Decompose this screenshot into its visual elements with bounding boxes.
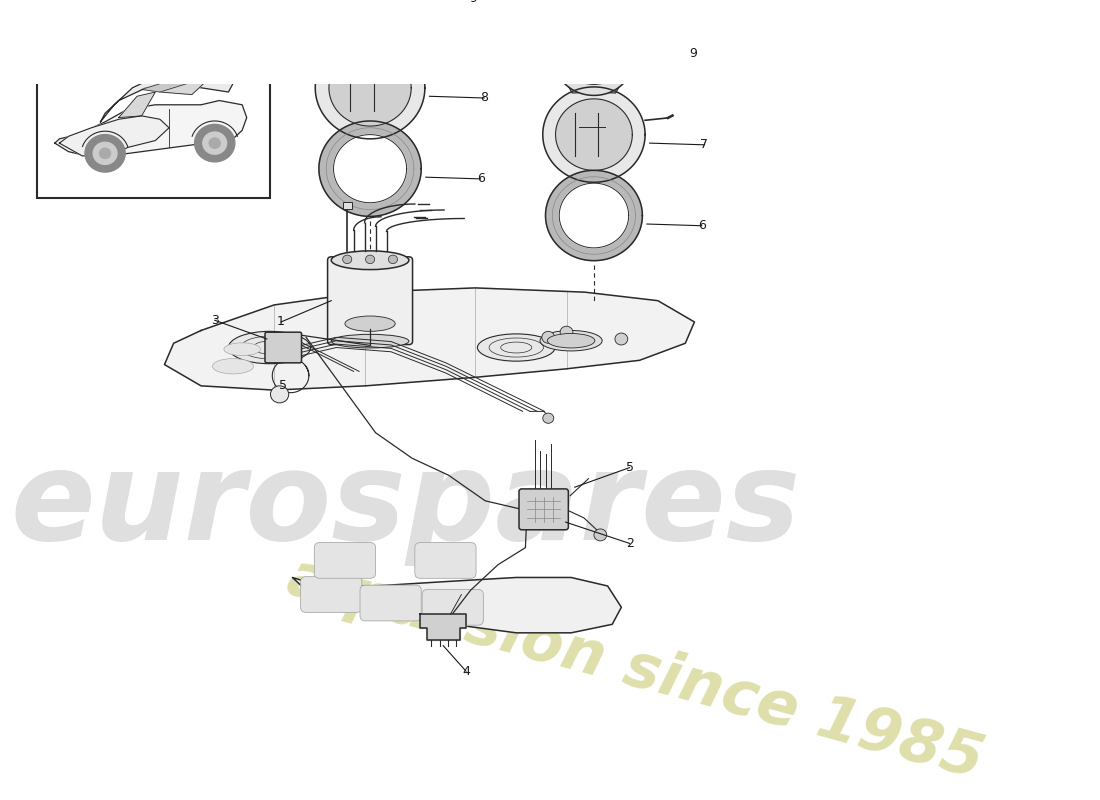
Polygon shape <box>142 81 187 92</box>
Text: 7: 7 <box>701 138 708 151</box>
Ellipse shape <box>345 316 395 331</box>
Text: 1: 1 <box>277 315 285 329</box>
Bar <box>36 58 270 198</box>
Polygon shape <box>329 50 411 126</box>
FancyBboxPatch shape <box>265 332 301 363</box>
Text: 4: 4 <box>462 665 470 678</box>
Circle shape <box>388 255 397 264</box>
Text: 3: 3 <box>211 314 219 326</box>
Polygon shape <box>333 134 407 202</box>
FancyBboxPatch shape <box>422 590 483 625</box>
FancyBboxPatch shape <box>360 585 421 621</box>
Polygon shape <box>542 87 645 182</box>
FancyBboxPatch shape <box>415 542 476 578</box>
Circle shape <box>542 413 553 423</box>
Circle shape <box>94 142 117 165</box>
Text: 2: 2 <box>626 537 634 550</box>
Polygon shape <box>119 92 155 118</box>
Text: 9: 9 <box>690 47 697 60</box>
Circle shape <box>343 255 352 264</box>
Polygon shape <box>319 121 421 216</box>
Text: 5: 5 <box>279 379 287 392</box>
Text: 6: 6 <box>476 172 485 186</box>
Ellipse shape <box>338 313 402 334</box>
Polygon shape <box>327 0 414 52</box>
Text: a passion since 1985: a passion since 1985 <box>282 548 990 791</box>
Polygon shape <box>546 170 642 261</box>
Circle shape <box>85 134 125 172</box>
FancyBboxPatch shape <box>328 257 412 345</box>
Circle shape <box>209 138 220 148</box>
Ellipse shape <box>548 334 595 348</box>
FancyBboxPatch shape <box>300 577 362 612</box>
Polygon shape <box>100 70 233 122</box>
Ellipse shape <box>331 251 409 270</box>
Polygon shape <box>553 21 634 95</box>
Ellipse shape <box>229 331 310 364</box>
Ellipse shape <box>331 334 409 348</box>
Circle shape <box>560 326 573 338</box>
Text: 9: 9 <box>470 0 477 5</box>
Circle shape <box>202 132 227 154</box>
Circle shape <box>594 529 607 541</box>
Polygon shape <box>565 31 623 84</box>
Circle shape <box>365 255 375 264</box>
Polygon shape <box>55 101 246 156</box>
Bar <box>343 202 352 209</box>
Ellipse shape <box>540 330 602 351</box>
Polygon shape <box>293 578 622 633</box>
Polygon shape <box>165 288 694 390</box>
Circle shape <box>615 333 628 345</box>
Ellipse shape <box>212 358 254 374</box>
Polygon shape <box>420 614 466 640</box>
Text: eurospares: eurospares <box>10 446 801 566</box>
FancyBboxPatch shape <box>315 542 375 578</box>
Circle shape <box>542 331 554 343</box>
Polygon shape <box>160 82 206 94</box>
Text: 6: 6 <box>697 219 706 232</box>
FancyBboxPatch shape <box>519 489 569 530</box>
Polygon shape <box>556 99 632 170</box>
Polygon shape <box>559 183 629 248</box>
Circle shape <box>271 386 288 403</box>
Polygon shape <box>339 0 402 40</box>
Circle shape <box>100 148 111 158</box>
Text: 8: 8 <box>481 91 488 105</box>
Polygon shape <box>316 37 425 139</box>
Text: 5: 5 <box>626 461 634 474</box>
Polygon shape <box>59 116 169 156</box>
Circle shape <box>195 124 234 162</box>
Ellipse shape <box>224 343 261 356</box>
Ellipse shape <box>477 334 556 361</box>
